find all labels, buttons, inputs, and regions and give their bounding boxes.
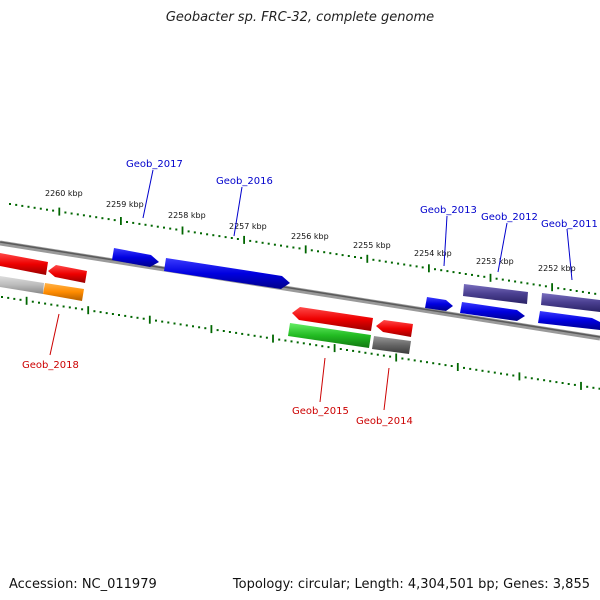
gene-label-geob-2016[interactable]: Geob_2016 [216,176,273,187]
gene-label-geob-2015[interactable]: Geob_2015 [292,406,349,417]
reverse-strand-genes [0,253,413,354]
gene-block-gray [372,336,411,354]
scale-ticks-outer [9,203,597,295]
forward-strand-genes [112,248,600,330]
scale-label: 2258 kbp [168,211,206,220]
gene-arrow-geob-2018[interactable] [48,265,87,283]
gene-label-geob-2018[interactable]: Geob_2018 [22,360,79,371]
gene-block-orange [43,283,84,301]
leader-lines [49,169,573,411]
gene-arrow-geob-2012[interactable] [460,302,525,321]
accession-text: Accession: NC_011979 [9,577,157,592]
gene-block-navy [541,293,600,312]
gene-arrow-geob-2014[interactable] [376,320,413,337]
gene-label-geob-2011[interactable]: Geob_2011 [541,219,598,230]
gene-block-navy [463,284,528,304]
scale-label: 2257 kbp [229,222,267,231]
genome-backbone [0,240,600,341]
gene-arrow-red [0,253,48,275]
scale-label: 2259 kbp [106,200,144,209]
gene-label-geob-2017[interactable]: Geob_2017 [126,159,183,170]
gene-block-green [288,323,371,348]
gene-arrow-geob-2016[interactable] [164,258,290,289]
scale-label: 2255 kbp [353,241,391,250]
scale-label: 2253 kbp [476,257,514,266]
gene-label-geob-2014[interactable]: Geob_2014 [356,416,413,427]
gene-arrow-geob-2013[interactable] [425,297,453,311]
scale-label: 2256 kbp [291,232,329,241]
gene-arrow-geob-2017[interactable] [112,248,159,267]
gene-arrow-geob-2015[interactable] [292,307,373,331]
scale-label: 2260 kbp [45,189,83,198]
genome-summary-text: Topology: circular; Length: 4,304,501 bp… [232,577,590,592]
map-title: Geobacter sp. FRC-32, complete genome [165,10,435,25]
scale-label: 2252 kbp [538,264,576,273]
gene-arrow-geob-2011[interactable] [538,311,600,330]
scale-label: 2254 kbp [414,249,452,258]
gene-block-light [0,276,44,294]
gene-label-geob-2013[interactable]: Geob_2013 [420,205,477,216]
gene-label-geob-2012[interactable]: Geob_2012 [481,212,538,223]
